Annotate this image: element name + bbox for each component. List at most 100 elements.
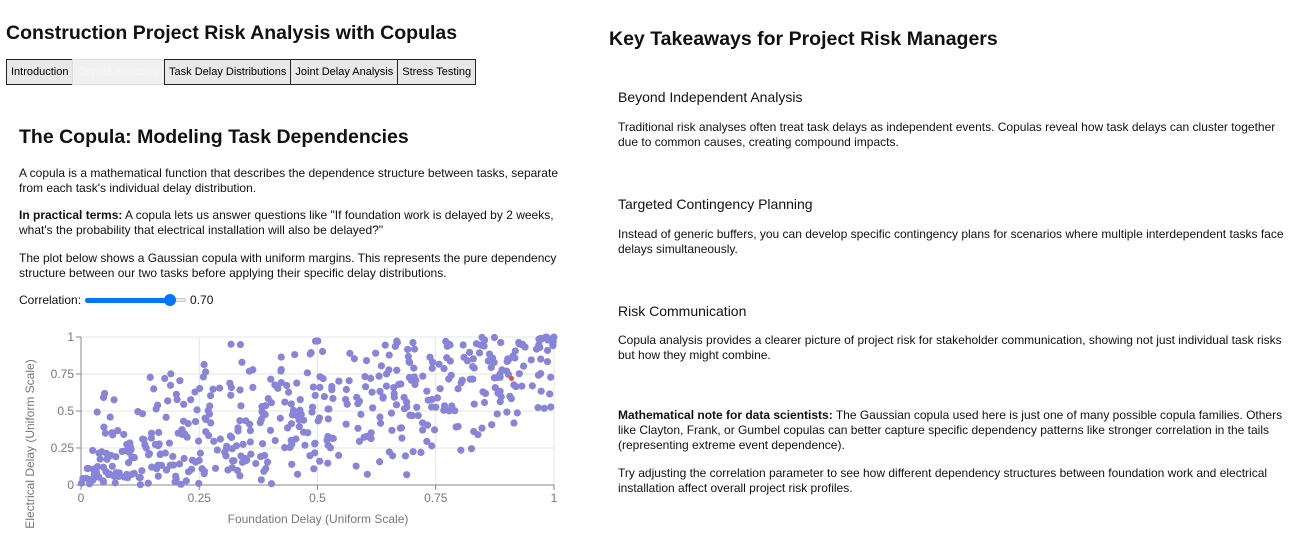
data-point xyxy=(165,439,174,447)
data-point xyxy=(390,383,398,392)
tab-copula-structure[interactable]: Copula Structure xyxy=(72,59,166,85)
data-point xyxy=(246,427,254,435)
data-point xyxy=(354,424,362,432)
data-point xyxy=(246,438,254,446)
data-point xyxy=(187,465,196,473)
data-point xyxy=(144,479,152,487)
data-point xyxy=(547,373,555,381)
data-point xyxy=(249,366,257,374)
data-point xyxy=(99,393,108,402)
x-tick-label: 0.5 xyxy=(309,491,326,505)
data-point xyxy=(329,394,337,403)
data-point xyxy=(93,408,101,416)
tab-stress-testing[interactable]: Stress Testing xyxy=(397,59,477,85)
data-point xyxy=(234,424,242,432)
data-point xyxy=(111,479,119,487)
data-point xyxy=(350,355,358,363)
data-point xyxy=(271,436,279,445)
slider-thumb[interactable] xyxy=(163,294,176,306)
data-point xyxy=(175,460,184,468)
data-point xyxy=(401,452,410,460)
data-point xyxy=(361,383,370,391)
data-point xyxy=(470,400,478,408)
data-point xyxy=(227,383,235,392)
app-title: Construction Project Risk Analysis with … xyxy=(6,22,458,44)
data-point xyxy=(142,444,150,452)
data-point xyxy=(479,388,487,396)
takeaway-heading-communication: Risk Communication xyxy=(618,303,747,319)
data-point xyxy=(124,459,133,467)
data-point xyxy=(236,340,244,349)
data-point xyxy=(277,367,285,375)
takeaway-heading-independent: Beyond Independent Analysis xyxy=(618,89,803,105)
data-point xyxy=(216,384,224,392)
data-point xyxy=(335,377,343,385)
data-point xyxy=(400,405,409,413)
x-tick-label: 0.75 xyxy=(424,491,448,505)
data-point xyxy=(262,464,270,473)
tab-joint-delay-analysis[interactable]: Joint Delay Analysis xyxy=(290,59,399,85)
data-point xyxy=(458,376,466,384)
data-point xyxy=(376,413,384,421)
data-point xyxy=(85,480,94,488)
data-point xyxy=(527,356,535,364)
data-point xyxy=(428,358,437,366)
data-point xyxy=(110,396,118,404)
data-point xyxy=(392,401,401,409)
math-note: Mathematical note for data scientists: T… xyxy=(618,408,1298,453)
data-point xyxy=(167,370,175,378)
data-point xyxy=(100,423,108,431)
data-point xyxy=(300,416,308,424)
data-point xyxy=(114,427,122,435)
data-point xyxy=(177,480,185,488)
data-point xyxy=(397,424,406,432)
math-note-body: The Gaussian copula used here is just on… xyxy=(618,408,1283,452)
data-point xyxy=(418,419,427,427)
data-point xyxy=(398,434,406,442)
data-point xyxy=(223,442,231,450)
section-title: The Copula: Modeling Task Dependencies xyxy=(19,126,409,148)
data-point xyxy=(428,442,436,450)
correlation-slider[interactable] xyxy=(85,293,187,307)
data-point xyxy=(173,396,181,404)
data-point xyxy=(300,428,308,436)
correlation-control: Correlation: 0.70 xyxy=(19,293,213,307)
data-point xyxy=(169,452,177,461)
data-point xyxy=(355,437,364,445)
data-point xyxy=(281,443,289,452)
data-point xyxy=(342,420,350,428)
data-point xyxy=(376,419,385,427)
data-point xyxy=(409,338,417,347)
data-point xyxy=(355,397,364,405)
data-point xyxy=(428,395,436,404)
data-point xyxy=(357,410,365,418)
data-point xyxy=(310,465,318,473)
data-point xyxy=(427,403,436,411)
data-point xyxy=(417,448,425,457)
x-tick-label: 0.25 xyxy=(188,491,212,505)
right-panel: Key Takeaways for Project Risk Managers … xyxy=(609,0,1299,541)
data-point xyxy=(496,373,504,381)
data-point xyxy=(200,360,208,369)
data-point xyxy=(346,349,354,357)
data-point xyxy=(343,400,351,408)
data-point xyxy=(361,372,369,381)
data-point xyxy=(295,423,303,431)
tab-introduction[interactable]: Introduction xyxy=(6,59,74,85)
data-point xyxy=(328,382,336,391)
data-point xyxy=(342,385,350,394)
data-point xyxy=(205,431,213,440)
tab-task-delay-distributions[interactable]: Task Delay Distributions xyxy=(164,59,292,85)
data-point xyxy=(335,451,343,459)
data-point xyxy=(446,357,454,365)
data-point xyxy=(146,373,154,381)
data-point xyxy=(367,374,375,382)
data-point xyxy=(515,338,523,347)
correlation-value: 0.70 xyxy=(190,293,214,307)
data-point xyxy=(440,402,449,410)
data-point xyxy=(537,334,545,342)
data-point xyxy=(287,400,295,408)
data-point xyxy=(96,455,104,463)
data-point xyxy=(410,373,418,381)
data-point xyxy=(488,421,496,429)
